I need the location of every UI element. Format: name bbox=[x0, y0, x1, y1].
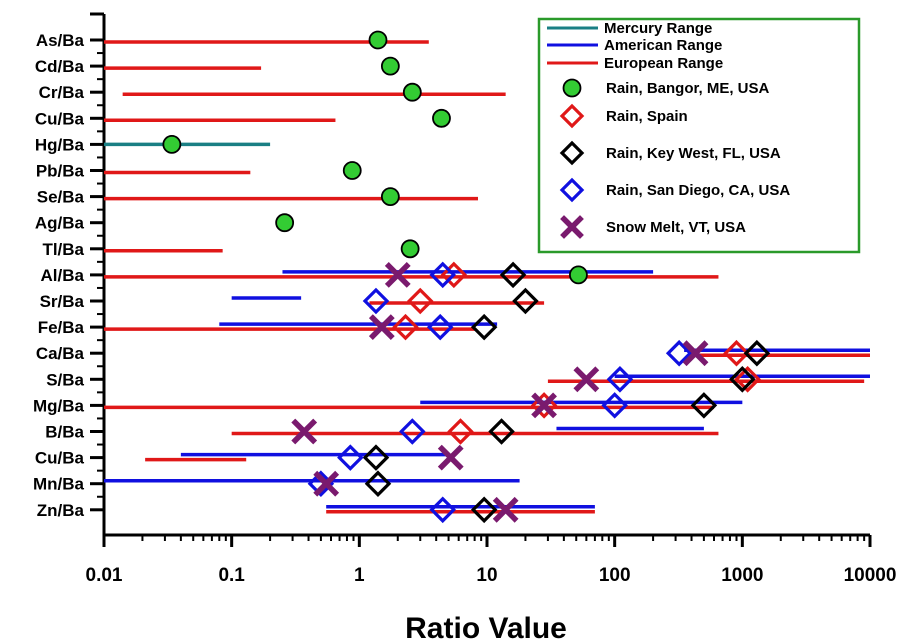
marker-snow-melt-vt-usa bbox=[291, 418, 318, 445]
legend-label: Rain, San Diego, CA, USA bbox=[606, 182, 790, 199]
x-tick-label: 10 bbox=[476, 565, 497, 586]
marker-rain-key-west-fl-usa bbox=[729, 366, 756, 393]
y-tick-label: Al/Ba bbox=[41, 266, 85, 285]
marker-snow-melt-vt-usa bbox=[437, 444, 464, 471]
marker-rain-bangor-me-usa bbox=[400, 239, 420, 259]
legend-marker bbox=[559, 177, 585, 203]
legend-label: European Range bbox=[604, 55, 723, 72]
marker-rain-key-west-fl-usa bbox=[488, 418, 515, 445]
marker-rain-bangor-me-usa bbox=[380, 56, 400, 76]
legend-label: Rain, Spain bbox=[606, 108, 688, 125]
marker-snow-melt-vt-usa bbox=[573, 366, 600, 393]
y-tick-label: Cu/Ba bbox=[35, 449, 85, 468]
marker-rain-san-diego-ca-usa bbox=[399, 418, 426, 445]
y-tick-label: Zn/Ba bbox=[37, 501, 85, 520]
marker-rain-san-diego-ca-usa bbox=[429, 261, 456, 289]
marker-rain-bangor-me-usa bbox=[402, 82, 422, 102]
legend-label: Rain, Bangor, ME, USA bbox=[606, 80, 770, 97]
marker-rain-key-west-fl-usa bbox=[470, 496, 498, 524]
marker-rain-key-west-fl-usa bbox=[362, 444, 390, 471]
y-tick-label: Hg/Ba bbox=[35, 135, 85, 154]
marker-rain-bangor-me-usa bbox=[342, 161, 362, 180]
y-tick-label: Pb/Ba bbox=[36, 162, 85, 181]
y-tick-label: Ag/Ba bbox=[35, 214, 85, 233]
y-tick-label: Fe/Ba bbox=[38, 318, 85, 337]
marker-snow-melt-vt-usa bbox=[682, 340, 709, 367]
marker-snow-melt-vt-usa bbox=[531, 392, 557, 419]
legend-marker bbox=[559, 103, 585, 129]
marker-rain-key-west-fl-usa bbox=[690, 392, 718, 419]
x-tick-label: 0.1 bbox=[218, 565, 245, 586]
x-axis-title: Ratio Value bbox=[405, 612, 567, 643]
marker-rain-san-diego-ca-usa bbox=[362, 287, 390, 315]
marker-snow-melt-vt-usa bbox=[384, 262, 411, 288]
y-tick-label: Cr/Ba bbox=[39, 83, 85, 102]
marker-snow-melt-vt-usa bbox=[313, 470, 340, 497]
marker-snow-melt-vt-usa bbox=[368, 314, 395, 340]
x-tick-label: 0.01 bbox=[86, 565, 123, 586]
marker-rain-bangor-me-usa bbox=[368, 30, 388, 50]
legend-label: American Range bbox=[604, 37, 722, 54]
marker-rain-san-diego-ca-usa bbox=[665, 339, 693, 367]
marker-rain-san-diego-ca-usa bbox=[606, 366, 634, 393]
legend-label: Snow Melt, VT, USA bbox=[606, 219, 746, 236]
marker-rain-spain bbox=[734, 366, 761, 393]
y-tick-label: Mg/Ba bbox=[33, 396, 85, 415]
y-tick-label: Mn/Ba bbox=[33, 475, 85, 494]
x-tick-label: 1 bbox=[354, 565, 365, 586]
legend-marker bbox=[562, 78, 582, 98]
marker-rain-spain bbox=[723, 339, 750, 367]
legend-label: Rain, Key West, FL, USA bbox=[606, 145, 781, 162]
x-tick-label: 100 bbox=[599, 565, 631, 586]
marker-rain-spain bbox=[440, 261, 468, 289]
marker-rain-spain bbox=[392, 313, 419, 341]
marker-rain-spain bbox=[406, 287, 434, 315]
marker-rain-key-west-fl-usa bbox=[512, 287, 539, 315]
legend-marker bbox=[559, 140, 585, 166]
y-tick-label: S/Ba bbox=[46, 370, 84, 389]
marker-rain-bangor-me-usa bbox=[162, 134, 182, 154]
marker-rain-bangor-me-usa bbox=[380, 187, 400, 207]
marker-rain-key-west-fl-usa bbox=[499, 261, 527, 289]
marker-rain-key-west-fl-usa bbox=[364, 470, 392, 497]
marker-rain-san-diego-ca-usa bbox=[426, 313, 454, 341]
x-tick-label: 10000 bbox=[844, 565, 897, 586]
marker-rain-bangor-me-usa bbox=[275, 213, 295, 233]
marker-rain-san-diego-ca-usa bbox=[601, 392, 628, 419]
marker-rain-key-west-fl-usa bbox=[743, 339, 771, 367]
marker-snow-melt-vt-usa bbox=[492, 496, 519, 523]
marker-rain-spain bbox=[447, 418, 474, 445]
x-tick-label: 1000 bbox=[721, 565, 763, 586]
y-tick-label: As/Ba bbox=[36, 31, 85, 50]
y-tick-label: Tl/Ba bbox=[42, 240, 84, 259]
marker-rain-bangor-me-usa bbox=[432, 108, 451, 128]
marker-rain-key-west-fl-usa bbox=[470, 313, 498, 341]
marker-rain-bangor-me-usa bbox=[569, 265, 588, 285]
y-tick-label: Cu/Ba bbox=[35, 109, 85, 128]
y-tick-label: Ca/Ba bbox=[36, 344, 85, 363]
y-tick-label: B/Ba bbox=[45, 423, 84, 442]
y-tick-label: Cd/Ba bbox=[35, 57, 85, 76]
y-tick-label: Se/Ba bbox=[37, 188, 85, 207]
marker-rain-san-diego-ca-usa bbox=[337, 444, 364, 471]
y-tick-label: Sr/Ba bbox=[40, 292, 85, 311]
marker-rain-san-diego-ca-usa bbox=[429, 496, 456, 524]
legend-marker bbox=[560, 215, 584, 239]
legend-label: Mercury Range bbox=[604, 20, 712, 37]
legend-box bbox=[537, 17, 861, 254]
